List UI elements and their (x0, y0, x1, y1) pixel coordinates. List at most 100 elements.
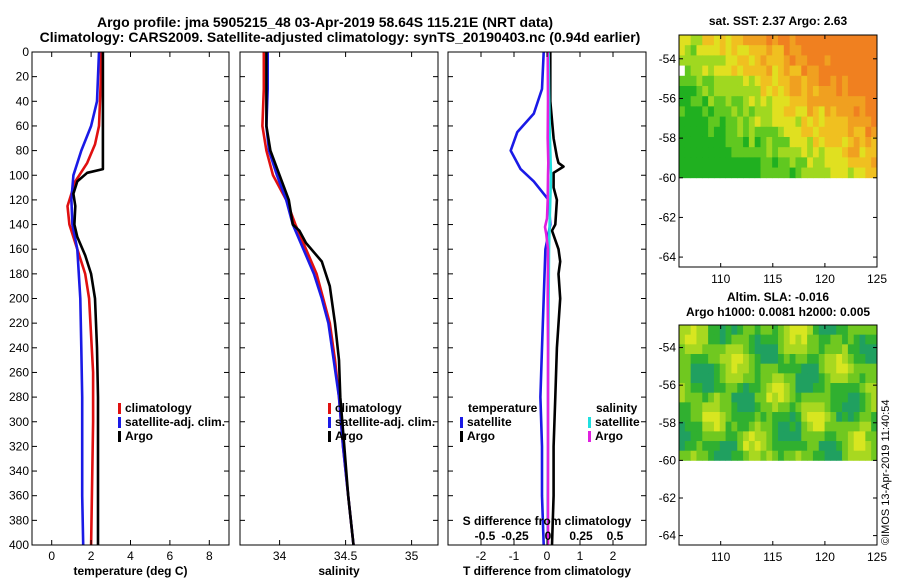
sla-map-cell (713, 441, 721, 452)
sla-map-cell (812, 383, 820, 394)
sla-map-cell (690, 325, 697, 336)
sst-map-cell (725, 96, 732, 107)
sla-map-cell (778, 373, 785, 384)
sla-map-cell (859, 450, 866, 461)
sst-map-cell (783, 157, 791, 168)
sst-map-cell (859, 85, 866, 97)
diff-salinity-legend-label: satellite (595, 415, 640, 429)
sst-map-cell (807, 75, 814, 87)
temperature-frame (31, 51, 230, 546)
sst-map-cell (748, 96, 756, 107)
sst-map-cell (789, 126, 796, 138)
sla-map-cell (842, 383, 849, 394)
sst-map-cell (824, 55, 831, 66)
sla-map-cell (807, 383, 814, 394)
sla-map-cell (737, 392, 744, 403)
sla-map-cell (713, 450, 721, 461)
sst-map-cell (865, 35, 872, 46)
sst-map-cell (696, 147, 703, 158)
sla-map-cell (737, 325, 744, 336)
sst-map-cell (748, 136, 756, 148)
sst-map-cell (836, 116, 843, 128)
sla-map-cell (865, 412, 872, 423)
sst-map-cell (847, 157, 855, 168)
depth-tick-label: 360 (9, 489, 29, 503)
sst-map-cell (818, 45, 825, 56)
salinity-xlabel: salinity (318, 564, 360, 578)
sla-map-cell (801, 450, 808, 461)
sst-map-cell (836, 75, 843, 87)
sla-map-cell (842, 344, 849, 355)
sla-map-cell (772, 334, 779, 345)
sla-map-cell (789, 441, 796, 452)
sla-map-cell (708, 412, 715, 423)
diff-secondary-xtick-label: -0.25 (501, 529, 529, 543)
sla-map-cell (766, 344, 773, 355)
sla-map-cell (778, 383, 785, 394)
sla-map-cell (708, 383, 715, 394)
sst-map-cell (859, 136, 866, 148)
sla-map-cell (847, 373, 855, 384)
sla-map-cell (766, 431, 773, 442)
sla-map-cell (783, 402, 791, 413)
sla-map-cell (859, 363, 866, 374)
sla-map-frame (678, 324, 878, 546)
sst-map-cell (807, 55, 814, 66)
sla-map-cell (737, 383, 744, 394)
sla-map-cell (778, 363, 785, 374)
sst-map-cell (743, 55, 750, 66)
sst-map-cell (708, 65, 715, 77)
sla-map-ytick-label: -62 (659, 491, 677, 505)
salinity-legend-label: satellite-adj. clim. (335, 415, 435, 429)
sla-map-cell (766, 363, 773, 374)
salinity-legend-swatch (328, 403, 331, 414)
sla-map-cell (812, 363, 820, 374)
sst-map-cell (679, 45, 686, 56)
sst-map-cell (748, 75, 756, 87)
sla-map-xtick-label: 115 (763, 550, 782, 564)
sla-map-cell (778, 412, 785, 423)
sst-map-cell (824, 85, 831, 97)
sst-map-cell (853, 167, 860, 179)
sla-map-cell (772, 441, 779, 452)
difference-series-s-argo (543, 51, 550, 545)
sla-map-cell (713, 363, 721, 374)
sla-map-cell (679, 373, 686, 384)
sst-map-cell (842, 75, 849, 87)
depth-tick-label: 0 (22, 45, 29, 59)
sst-map-cell (789, 96, 796, 107)
sla-map-cell (737, 450, 744, 461)
sla-map-cell (842, 354, 849, 365)
sla-map-cell (772, 412, 779, 423)
sst-map-cell (702, 147, 709, 158)
sla-map-cell (830, 431, 837, 442)
sst-map-cell (836, 35, 843, 46)
sla-map-cell (789, 421, 796, 432)
sla-map-cell (696, 441, 703, 452)
sst-map-cell (748, 126, 756, 138)
sla-map-cell (824, 402, 831, 413)
sst-map-cell (772, 35, 779, 46)
sst-map-cell (830, 75, 837, 87)
sst-map-cell (847, 106, 855, 117)
sst-map-cell (690, 45, 697, 56)
sst-map-cell (725, 147, 732, 158)
sla-map-cell (760, 441, 767, 452)
sla-map-cell (783, 325, 791, 336)
sst-map-cell (743, 35, 750, 46)
sla-map-cell (795, 354, 802, 365)
sst-map-cell (801, 55, 808, 66)
sla-map-cell (737, 421, 744, 432)
temperature-panel: 0204060801001201401601802002202402602803… (9, 45, 230, 578)
sla-map-cell (766, 450, 773, 461)
sla-map-cell (696, 392, 703, 403)
sst-map-cell (824, 106, 831, 117)
sst-map-cell (708, 126, 715, 138)
sla-map-cell (679, 402, 686, 413)
sst-map-cell (807, 136, 814, 148)
sla-map-cell (778, 421, 785, 432)
sla-map-cell (725, 373, 732, 384)
salinity-legend-swatch (328, 417, 331, 428)
sst-map-cell (853, 45, 860, 56)
depth-tick-label: 140 (9, 218, 29, 232)
